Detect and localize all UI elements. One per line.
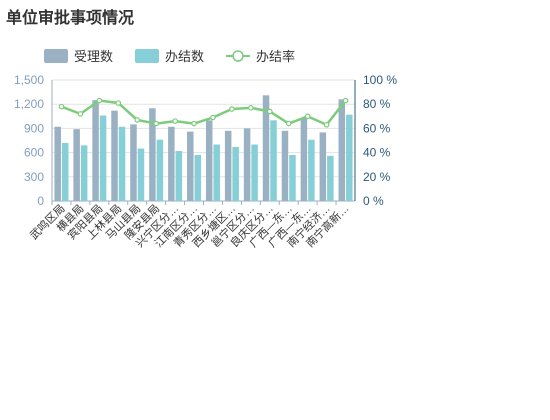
- rate-point: [134, 117, 141, 123]
- y-right-tick-label: 0 %: [363, 194, 384, 208]
- bar-completed: [137, 148, 145, 201]
- bar-accepted: [243, 128, 251, 201]
- bar-completed: [213, 144, 220, 201]
- rate-point: [304, 113, 311, 120]
- y-right-tick-label: 60 %: [363, 121, 391, 135]
- rate-point: [115, 100, 122, 106]
- y-left-tick-label: 1,500: [14, 73, 44, 87]
- legend-swatch: [135, 49, 159, 63]
- bar-completed: [175, 150, 183, 201]
- bar-completed: [346, 114, 353, 201]
- bar-completed: [156, 139, 164, 201]
- bar-accepted: [111, 110, 118, 201]
- bar-completed: [251, 144, 258, 201]
- y-left-tick-label: 0: [37, 194, 44, 208]
- y-right-tick-label: 100 %: [363, 73, 397, 87]
- bar-completed: [194, 155, 202, 201]
- y-right-tick-label: 40 %: [363, 146, 391, 160]
- bar-completed: [118, 126, 126, 201]
- rate-point: [323, 121, 330, 128]
- y-left-tick-label: 900: [24, 121, 44, 135]
- rate-point: [191, 120, 197, 127]
- rate-point: [210, 114, 216, 121]
- bar-accepted: [319, 132, 327, 201]
- y-right-tick-label: 20 %: [363, 170, 391, 184]
- bar-accepted: [54, 126, 61, 201]
- y-right-tick-label: 80 %: [363, 97, 391, 111]
- bar-completed: [80, 145, 88, 201]
- bar-accepted: [205, 120, 213, 201]
- rate-point: [248, 105, 254, 111]
- bar-completed: [308, 139, 315, 201]
- legend-label: 办结数: [165, 49, 204, 64]
- y-left-tick-label: 300: [24, 170, 44, 184]
- bar-completed: [327, 155, 334, 201]
- bar-accepted: [187, 131, 194, 201]
- bar-accepted: [168, 126, 175, 201]
- rate-point: [96, 97, 103, 104]
- bar-accepted: [224, 130, 232, 201]
- rate-point: [58, 103, 65, 110]
- bar-accepted: [300, 117, 308, 201]
- bar-accepted: [130, 124, 137, 201]
- chart-title: 单位审批事项情况: [6, 8, 135, 27]
- bar-accepted: [92, 100, 99, 201]
- bar-completed: [99, 115, 107, 201]
- bar-completed: [61, 142, 69, 201]
- legend-label: 办结率: [256, 49, 295, 64]
- rate-point: [229, 106, 235, 112]
- bar-accepted: [338, 99, 346, 201]
- y-left-tick-label: 600: [24, 146, 44, 160]
- rate-point: [153, 120, 159, 127]
- bar-accepted: [73, 129, 80, 201]
- bar-accepted: [281, 130, 289, 201]
- bar-accepted: [262, 95, 270, 201]
- rate-line: [61, 99, 347, 127]
- bar-completed: [232, 146, 239, 201]
- bar-accepted: [149, 108, 156, 201]
- rate-point: [77, 111, 84, 117]
- bar-completed: [270, 120, 277, 201]
- rate-point: [342, 97, 349, 104]
- legend-line-marker: [232, 50, 244, 62]
- legend-swatch: [44, 49, 68, 63]
- legend-label: 受理数: [74, 49, 113, 64]
- rate-point: [172, 118, 178, 124]
- y-left-tick-label: 1,200: [14, 97, 44, 111]
- rate-point: [266, 108, 273, 115]
- bar-completed: [289, 155, 296, 201]
- rate-point: [285, 120, 292, 127]
